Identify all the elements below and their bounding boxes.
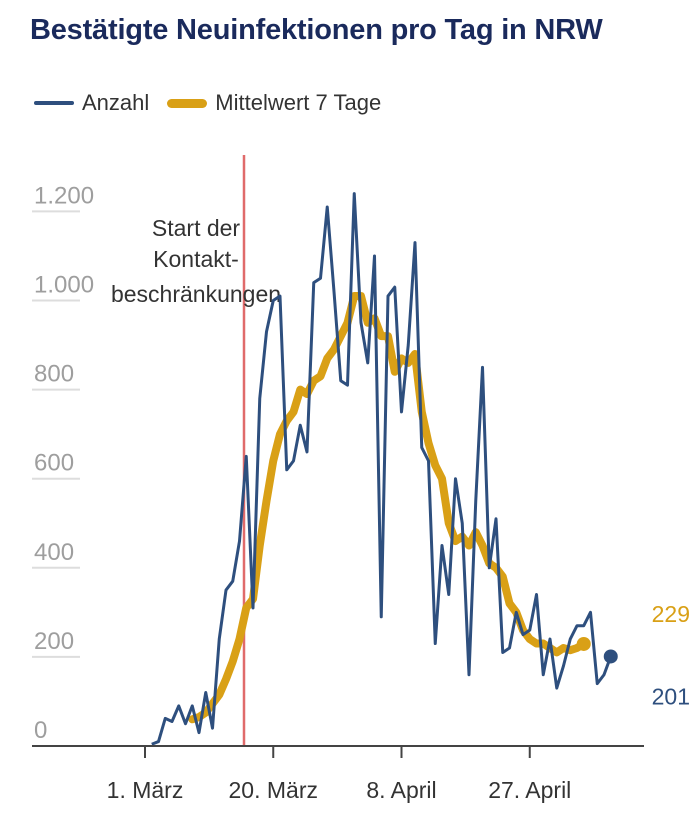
y-tick-label: 1.200: [34, 182, 94, 209]
y-tick-label: 600: [34, 450, 74, 477]
x-tick-label: 27. April: [488, 777, 571, 803]
end-point-avg: [576, 636, 591, 651]
y-tick-label: 800: [34, 361, 74, 388]
y-tick-label: 1.000: [34, 272, 94, 299]
end-label-count: 201: [652, 683, 690, 709]
chart-title: Bestätigte Neuinfektionen pro Tag in NRW: [30, 14, 603, 46]
legend-swatch-count: [34, 101, 74, 105]
end-label-avg: 229: [652, 601, 690, 627]
x-tick-label: 8. April: [366, 777, 436, 803]
x-tick-label: 1. März: [107, 777, 184, 803]
legend-label-avg: Mittelwert 7 Tage: [215, 90, 382, 115]
annotation-label-line: Start der: [152, 215, 241, 241]
x-tick-label: 20. März: [229, 777, 318, 803]
legend-item-count: Anzahl: [34, 90, 149, 116]
legend-item-avg: Mittelwert 7 Tage: [167, 90, 381, 116]
y-tick-label: 400: [34, 539, 74, 566]
end-point-count: [603, 649, 618, 664]
legend-swatch-avg: [167, 98, 208, 108]
annotation-label-line: beschränkungen: [111, 281, 281, 307]
legend-label-count: Anzahl: [82, 90, 150, 115]
legend: Anzahl Mittelwert 7 Tage: [34, 88, 399, 118]
series-line-count: [151, 192, 613, 746]
y-tick-label: 0: [34, 717, 47, 744]
y-tick-label: 200: [34, 628, 74, 655]
annotation-label-line: Kontakt-: [153, 246, 239, 272]
